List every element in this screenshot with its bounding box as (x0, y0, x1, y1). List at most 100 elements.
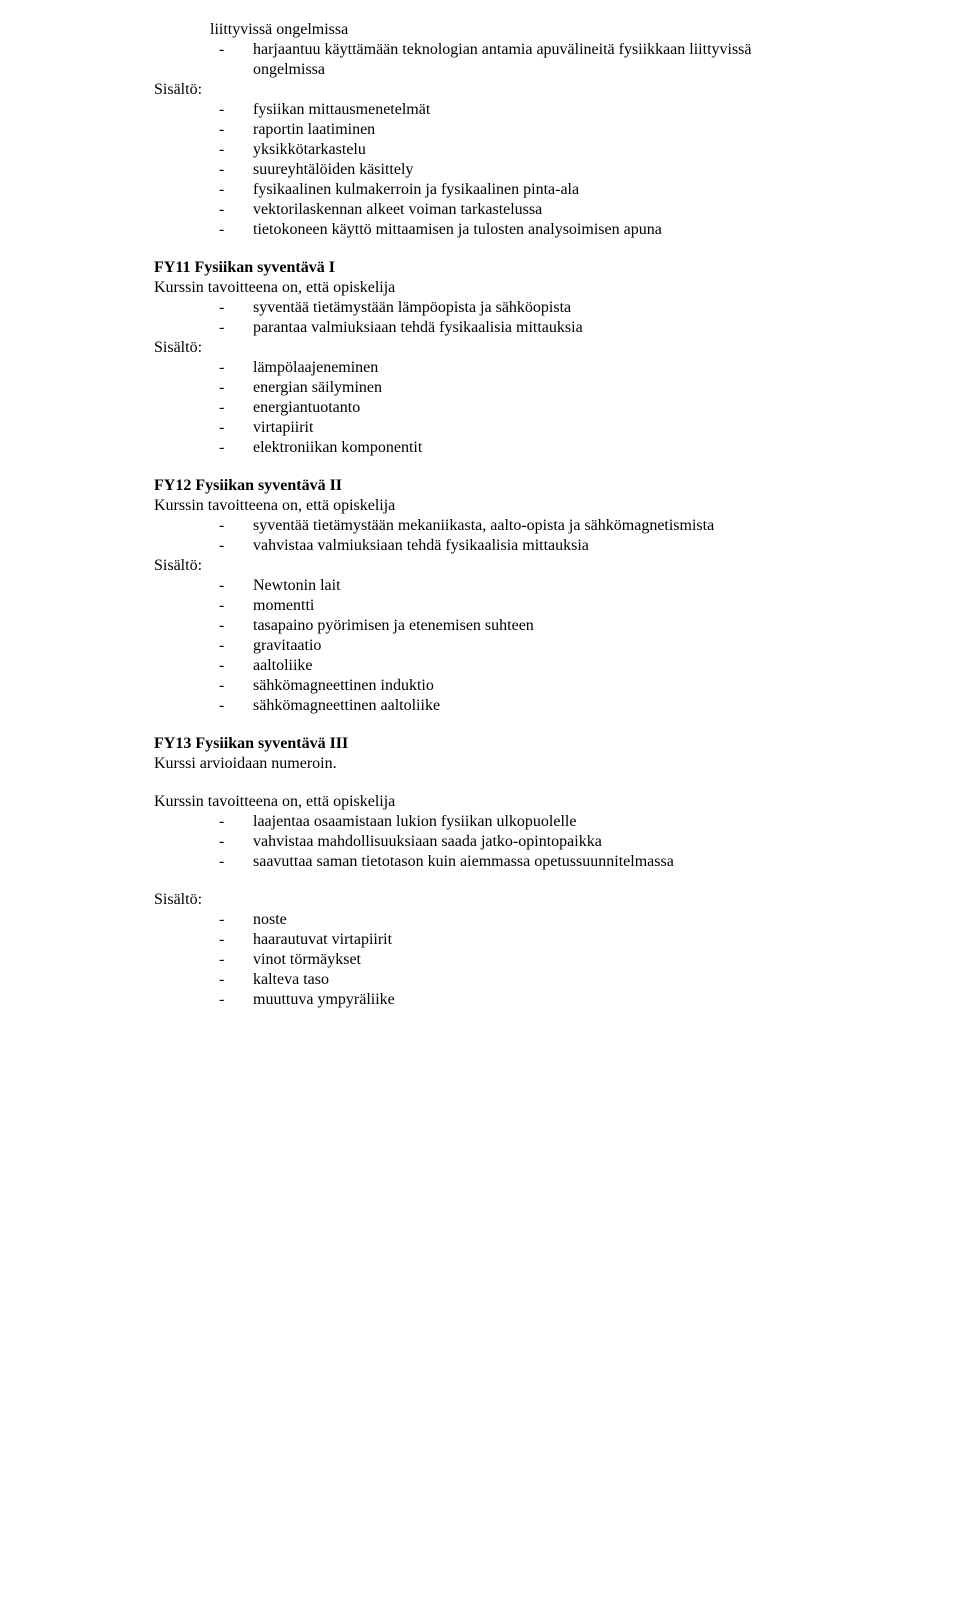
dash-bullet: - (210, 100, 253, 120)
list-item: -sähkömagneettinen induktio (210, 676, 806, 696)
bullet-text: harjaantuu käyttämään teknologian antami… (253, 40, 806, 80)
bullet-list: liittyvissä ongelmissa - harjaantuu käyt… (154, 20, 806, 80)
dash-bullet: - (210, 358, 253, 378)
blank-line (154, 872, 806, 890)
list-item: -laajentaa osaamistaan lukion fysiikan u… (210, 812, 806, 832)
bullet-text: aaltoliike (253, 656, 806, 676)
bullet-text: noste (253, 910, 806, 930)
list-item: -lämpölaajeneminen (210, 358, 806, 378)
note-line: Kurssi arvioidaan numeroin. (154, 754, 806, 774)
list-item: -fysiikan mittausmenetelmät (210, 100, 806, 120)
bullet-text: syventää tietämystään lämpöopista ja säh… (253, 298, 806, 318)
bullet-text: lämpölaajeneminen (253, 358, 806, 378)
list-item: -vektorilaskennan alkeet voiman tarkaste… (210, 200, 806, 220)
bullet-list: -lämpölaajeneminen -energian säilyminen … (154, 358, 806, 458)
bullet-text: raportin laatiminen (253, 120, 806, 140)
bullet-text: laajentaa osaamistaan lukion fysiikan ul… (253, 812, 806, 832)
bullet-text: tietokoneen käyttö mittaamisen ja tulost… (253, 220, 806, 240)
list-item: -aaltoliike (210, 656, 806, 676)
bullet-text: fysiikan mittausmenetelmät (253, 100, 806, 120)
bullet-list: -Newtonin lait -momentti -tasapaino pyör… (154, 576, 806, 716)
dash-bullet: - (210, 398, 253, 418)
list-item: -suureyhtälöiden käsittely (210, 160, 806, 180)
list-item: liittyvissä ongelmissa (210, 20, 806, 40)
bullet-text: saavuttaa saman tietotason kuin aiemmass… (253, 852, 806, 872)
document-page: liittyvissä ongelmissa - harjaantuu käyt… (0, 0, 960, 1624)
dash-bullet: - (210, 220, 253, 240)
bullet-text: syventää tietämystään mekaniikasta, aalt… (253, 516, 806, 536)
bullet-text: energiantuotanto (253, 398, 806, 418)
dash-bullet: - (210, 990, 253, 1010)
dash-bullet: - (210, 298, 253, 318)
list-item: -parantaa valmiuksiaan tehdä fysikaalisi… (210, 318, 806, 338)
bullet-text: vahvistaa valmiuksiaan tehdä fysikaalisi… (253, 536, 806, 556)
dash-bullet: - (210, 200, 253, 220)
list-item: -haarautuvat virtapiirit (210, 930, 806, 950)
bullet-text: elektroniikan komponentit (253, 438, 806, 458)
list-item: -saavuttaa saman tietotason kuin aiemmas… (210, 852, 806, 872)
list-item: -momentti (210, 596, 806, 616)
dash-bullet: - (210, 656, 253, 676)
list-item: -energiantuotanto (210, 398, 806, 418)
bullet-text: kalteva taso (253, 970, 806, 990)
bullet-text: suureyhtälöiden käsittely (253, 160, 806, 180)
bullet-text: muuttuva ympyräliike (253, 990, 806, 1010)
bullet-text: liittyvissä ongelmissa (210, 20, 348, 40)
sisalto-label: Sisältö: (154, 80, 806, 100)
sisalto-label: Sisältö: (154, 338, 806, 358)
blank-line (154, 774, 806, 792)
section-heading-fy13: FY13 Fysiikan syventävä III (154, 734, 806, 754)
dash-bullet: - (210, 970, 253, 990)
list-item: -virtapiirit (210, 418, 806, 438)
bullet-list: -fysiikan mittausmenetelmät -raportin la… (154, 100, 806, 240)
list-item: -sähkömagneettinen aaltoliike (210, 696, 806, 716)
bullet-text: momentti (253, 596, 806, 616)
dash-bullet: - (210, 318, 253, 338)
bullet-text: energian säilyminen (253, 378, 806, 398)
bullet-text: virtapiirit (253, 418, 806, 438)
dash-bullet: - (210, 438, 253, 458)
bullet-text: haarautuvat virtapiirit (253, 930, 806, 950)
bullet-list: -noste -haarautuvat virtapiirit -vinot t… (154, 910, 806, 1010)
list-item: -raportin laatiminen (210, 120, 806, 140)
sisalto-label: Sisältö: (154, 890, 806, 910)
list-item: -elektroniikan komponentit (210, 438, 806, 458)
bullet-text: sähkömagneettinen aaltoliike (253, 696, 806, 716)
bullet-list: -laajentaa osaamistaan lukion fysiikan u… (154, 812, 806, 872)
bullet-text: fysikaalinen kulmakerroin ja fysikaaline… (253, 180, 806, 200)
dash-bullet: - (210, 120, 253, 140)
dash-bullet: - (210, 536, 253, 556)
list-item: -tasapaino pyörimisen ja etenemisen suht… (210, 616, 806, 636)
dash-bullet: - (210, 696, 253, 716)
list-item: -yksikkötarkastelu (210, 140, 806, 160)
list-item: -gravitaatio (210, 636, 806, 656)
dash-bullet: - (210, 418, 253, 438)
list-item: - harjaantuu käyttämään teknologian anta… (210, 40, 806, 80)
bullet-text: sähkömagneettinen induktio (253, 676, 806, 696)
list-item: -noste (210, 910, 806, 930)
section-heading-fy12: FY12 Fysiikan syventävä II (154, 476, 806, 496)
bullet-text: vektorilaskennan alkeet voiman tarkastel… (253, 200, 806, 220)
list-item: -kalteva taso (210, 970, 806, 990)
sisalto-label: Sisältö: (154, 556, 806, 576)
dash-bullet: - (210, 616, 253, 636)
dash-bullet: - (210, 930, 253, 950)
intro-line: Kurssin tavoitteena on, että opiskelija (154, 792, 806, 812)
bullet-list: -syventää tietämystään lämpöopista ja sä… (154, 298, 806, 338)
dash-bullet: - (210, 140, 253, 160)
section-heading-fy11: FY11 Fysiikan syventävä I (154, 258, 806, 278)
bullet-text: Newtonin lait (253, 576, 806, 596)
dash-bullet: - (210, 910, 253, 930)
intro-line: Kurssin tavoitteena on, että opiskelija (154, 278, 806, 298)
dash-bullet: - (210, 516, 253, 536)
bullet-text: vinot törmäykset (253, 950, 806, 970)
list-item: -vahvistaa mahdollisuuksiaan saada jatko… (210, 832, 806, 852)
dash-bullet: - (210, 636, 253, 656)
dash-bullet: - (210, 378, 253, 398)
dash-bullet: - (210, 576, 253, 596)
dash-bullet: - (210, 812, 253, 832)
dash-bullet: - (210, 180, 253, 200)
bullet-text: parantaa valmiuksiaan tehdä fysikaalisia… (253, 318, 806, 338)
dash-bullet: - (210, 40, 253, 60)
intro-line: Kurssin tavoitteena on, että opiskelija (154, 496, 806, 516)
